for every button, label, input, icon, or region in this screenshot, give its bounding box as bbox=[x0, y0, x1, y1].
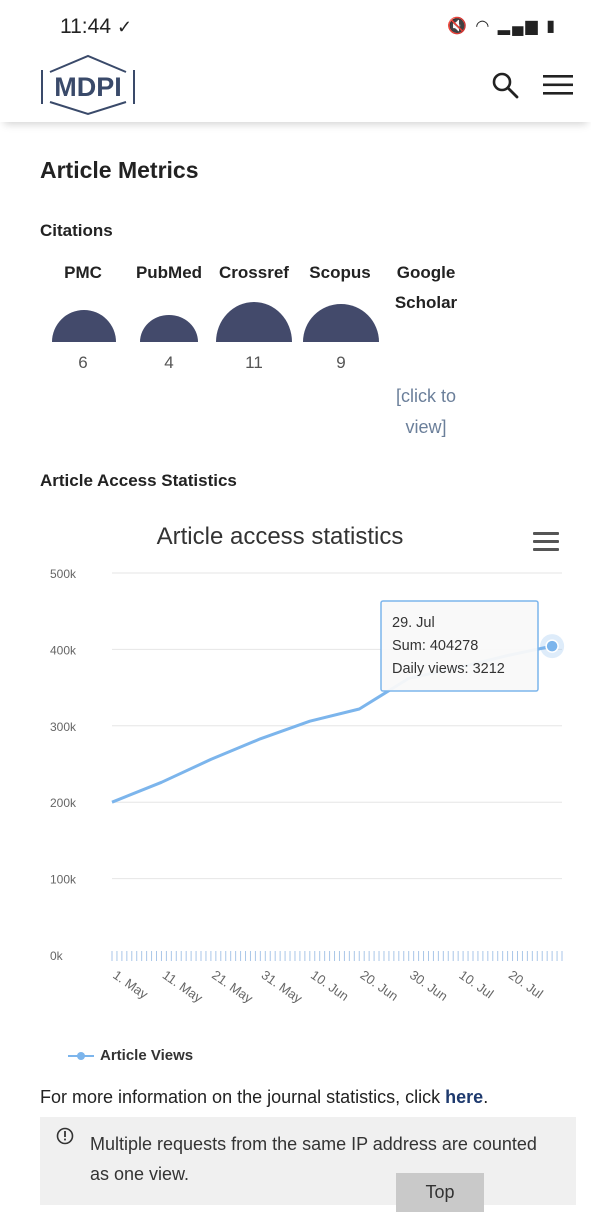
citation-label-crossref: Crossref bbox=[219, 263, 289, 282]
citation-label-google-scholar: Google Scholar bbox=[394, 263, 458, 312]
citation-dome-pubmed[interactable] bbox=[140, 315, 198, 342]
app-header: MDPI bbox=[0, 50, 591, 122]
x-tick-label: 1. May bbox=[110, 967, 151, 1002]
citation-dome-pmc[interactable] bbox=[52, 310, 116, 342]
y-tick-label: 200k bbox=[50, 796, 77, 810]
citation-dome-crossref[interactable] bbox=[216, 302, 292, 342]
info-prefix: For more information on the journal stat… bbox=[40, 1087, 446, 1107]
info-suffix: . bbox=[483, 1087, 489, 1107]
citation-value-crossref: 11 bbox=[245, 353, 263, 372]
x-tick-label: 21. May bbox=[209, 967, 256, 1006]
tooltip-daily-views: Daily views: 3212 bbox=[392, 661, 505, 677]
y-tick-label: 400k bbox=[50, 643, 77, 657]
chart-plot[interactable]: 0k 100k 200k 300k 400k 500k 1. May 11. May 21. M… bbox=[40, 505, 580, 1085]
citation-value-pubmed: 4 bbox=[164, 353, 174, 372]
citation-label-pubmed: PubMed bbox=[135, 263, 203, 282]
info-circle-icon bbox=[56, 1127, 74, 1145]
mute-icon: 🔇 bbox=[446, 18, 469, 35]
search-icon[interactable] bbox=[490, 70, 520, 100]
x-tick-label: 10. Jun bbox=[308, 967, 352, 1004]
citations-title: Citations bbox=[40, 221, 113, 240]
y-tick-label: 0k bbox=[50, 949, 64, 963]
chart-menu-icon[interactable] bbox=[533, 532, 559, 552]
citation-label-pmc: PMC bbox=[64, 263, 102, 282]
legend-label: Article Views bbox=[100, 1047, 194, 1064]
mdpi-logo[interactable]: MDPI bbox=[38, 54, 138, 116]
battery-icon: ▮ bbox=[546, 18, 557, 35]
access-statistics-title: Article Access Statistics bbox=[40, 471, 237, 490]
notice-text: Multiple requests from the same IP addre… bbox=[90, 1134, 537, 1184]
data-point-29-jul bbox=[545, 639, 559, 653]
citation-label-scopus: Scopus bbox=[309, 263, 371, 282]
journal-statistics-info: For more information on the journal stat… bbox=[40, 1087, 488, 1108]
citation-dome-scopus[interactable] bbox=[303, 304, 379, 342]
signal-icon: ▂▄▆ bbox=[497, 18, 540, 35]
x-tick-label: 20. Jun bbox=[358, 967, 402, 1004]
top-button[interactable]: Top bbox=[396, 1173, 484, 1212]
y-tick-label: 500k bbox=[50, 567, 77, 581]
x-tick-label: 10. Jul bbox=[456, 967, 496, 1001]
logo-text: MDPI bbox=[54, 72, 122, 102]
citation-value-pmc: 6 bbox=[78, 353, 88, 372]
legend-item-article-views[interactable]: Article Views bbox=[68, 1047, 193, 1064]
status-time-text: 11:44 bbox=[60, 15, 111, 38]
x-tick-label: 20. Jul bbox=[506, 967, 546, 1001]
notice-box: Multiple requests from the same IP addre… bbox=[40, 1117, 576, 1205]
wifi-icon: ◠ bbox=[475, 18, 492, 35]
tooltip-sum: Sum: 404278 bbox=[392, 638, 478, 654]
y-tick-label: 300k bbox=[50, 720, 77, 734]
chart-title: Article access statistics bbox=[156, 523, 404, 550]
access-chart: Article access statistics 0k 100k 200k 300k… bbox=[40, 505, 580, 1085]
y-tick-label: 100k bbox=[50, 873, 77, 887]
x-tick-label: 31. May bbox=[259, 967, 306, 1006]
legend-swatch bbox=[68, 1052, 94, 1061]
page-title: Article Metrics bbox=[40, 157, 199, 183]
x-tick-label: 11. May bbox=[160, 967, 206, 1006]
tooltip-date: 29. Jul bbox=[392, 615, 435, 631]
status-icons: 🔇 ◠ ▂▄▆ ▮ bbox=[447, 16, 557, 36]
google-scholar-link[interactable]: [click to view] bbox=[395, 386, 456, 437]
status-bar: 11:44 ✓ 🔇 ◠ ▂▄▆ ▮ bbox=[0, 0, 591, 50]
tooltip-box bbox=[380, 600, 539, 692]
journal-statistics-link[interactable]: here bbox=[445, 1087, 484, 1107]
status-time: 11:44 ✓ bbox=[60, 15, 132, 39]
x-tick-label: 30. Jun bbox=[407, 967, 451, 1004]
citation-value-scopus: 9 bbox=[336, 353, 346, 372]
download-check-icon: ✓ bbox=[117, 17, 133, 37]
hamburger-menu-icon[interactable] bbox=[543, 72, 573, 98]
